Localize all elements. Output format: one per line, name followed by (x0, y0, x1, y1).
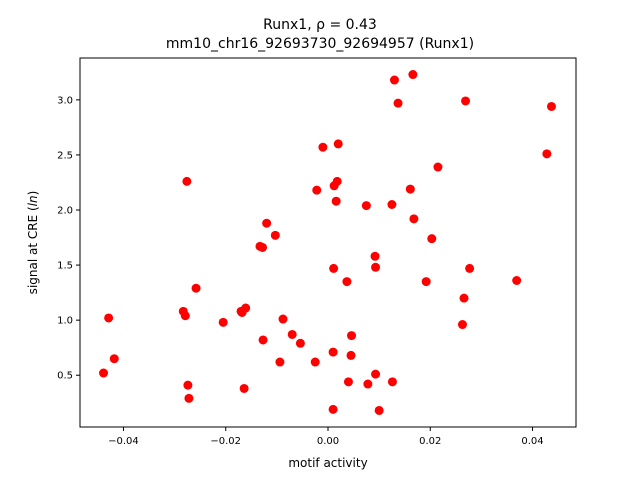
data-point-57 (465, 263, 475, 273)
data-point-2 (104, 313, 114, 323)
data-point-3 (109, 354, 119, 364)
data-point-39 (363, 379, 373, 389)
y-tick-label: 2.5 (57, 150, 73, 161)
data-point-44 (387, 200, 397, 209)
data-point-52 (427, 234, 437, 244)
data-point-58 (512, 276, 522, 285)
x-tick-label: 0.00 (317, 436, 339, 447)
data-point-60 (546, 101, 556, 111)
x-axis: −0.04 −0.02 0.00 0.02 0.04 (108, 427, 544, 447)
data-point-47 (393, 98, 403, 108)
data-point-51 (421, 277, 431, 287)
data-point-21 (278, 314, 288, 324)
data-point-10 (218, 317, 228, 327)
y-axis-label: signal at CRE (ln) (26, 191, 40, 295)
x-axis-label: motif activity (288, 456, 367, 470)
data-point-18 (262, 218, 272, 228)
y-tick-label: 3.0 (57, 95, 73, 106)
data-point-50 (409, 214, 419, 224)
data-point-42 (371, 369, 381, 379)
data-point-54 (457, 320, 467, 330)
data-point-17 (258, 335, 268, 345)
data-point-31 (331, 196, 341, 206)
data-point-56 (461, 96, 471, 106)
data-point-38 (361, 201, 371, 211)
data-point-43 (374, 405, 384, 415)
x-tick-label: −0.02 (210, 436, 241, 447)
data-point-24 (310, 357, 320, 367)
data-point-1 (99, 368, 109, 378)
y-tick-label: 1.5 (57, 261, 73, 272)
data-point-49 (408, 70, 418, 80)
data-point-46 (389, 75, 399, 85)
data-point-20 (275, 357, 285, 367)
data-point-29 (329, 263, 339, 273)
y-tick-label: 1.0 (57, 316, 73, 327)
data-point-8 (184, 393, 194, 403)
data-point-19 (270, 230, 280, 240)
data-point-13 (239, 383, 249, 393)
x-tick-label: −0.04 (108, 436, 139, 447)
data-point-34 (342, 277, 352, 287)
y-axis: 0.5 1.0 1.5 2.0 2.5 3.0 (57, 95, 80, 382)
data-point-28 (328, 347, 338, 357)
data-point-41 (371, 262, 381, 272)
data-point-45 (387, 377, 397, 387)
data-point-35 (343, 377, 353, 387)
chart-title-line2: mm10_chr16_92693730_92694957 (Runx1) (166, 36, 474, 52)
data-point-37 (347, 331, 357, 341)
data-point-9 (191, 283, 201, 293)
data-point-22 (287, 329, 297, 339)
chart-title-line1: Runx1, ρ = 0.43 (263, 17, 377, 33)
data-point-16 (258, 242, 268, 252)
data-point-40 (370, 251, 380, 261)
y-tick-label: 2.0 (57, 206, 73, 217)
data-point-33 (333, 139, 343, 149)
data-point-36 (346, 350, 356, 360)
data-point-6 (182, 176, 192, 186)
data-point-23 (295, 338, 305, 348)
x-tick-label: 0.04 (521, 436, 543, 447)
data-point-53 (433, 162, 443, 172)
plot-area (99, 70, 556, 415)
y-axis-label-end: ) (26, 191, 40, 196)
data-point-5 (180, 311, 190, 321)
y-tick-label: 0.5 (57, 371, 73, 382)
data-point-25 (312, 185, 322, 195)
data-point-59 (542, 149, 552, 159)
data-point-48 (405, 184, 415, 194)
data-point-26 (318, 142, 328, 152)
data-point-14 (241, 303, 251, 313)
data-point-55 (459, 293, 469, 303)
y-axis-label-italic: ln (26, 195, 40, 206)
x-tick-label: 0.02 (419, 436, 441, 447)
y-axis-label-main: signal at CRE ( (26, 206, 40, 294)
data-point-32 (332, 176, 342, 186)
data-point-27 (328, 404, 338, 414)
data-point-7 (183, 380, 193, 390)
